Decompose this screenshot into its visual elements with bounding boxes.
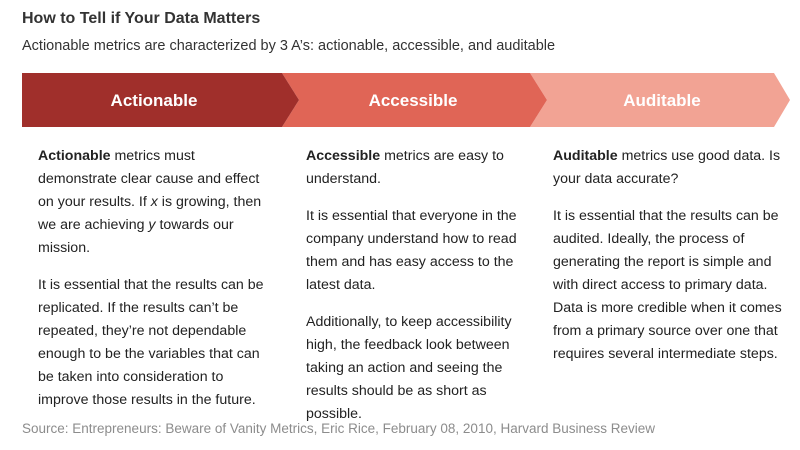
accessible-additional: Additionally, to keep accessibility high…: [306, 314, 512, 422]
accessible-detail: It is essential that everyone in the com…: [306, 208, 517, 293]
chevron-actionable: [22, 73, 299, 127]
actionable-definition-text: metrics must demonstrate clear cause and…: [38, 148, 260, 210]
column-actionable: Actionable metrics must demonstrate clea…: [38, 145, 268, 426]
page-subtitle: Actionable metrics are characterized by …: [22, 38, 556, 54]
variable-x: x: [150, 194, 158, 210]
accessible-term: Accessible: [306, 148, 381, 164]
column-auditable: Auditable metrics use good data. Is your…: [553, 145, 783, 380]
chevron-label-accessible: Accessible: [369, 91, 458, 110]
chevron-label-auditable: Auditable: [623, 91, 700, 110]
chevron-diagram: Actionable Accessible Auditable: [22, 73, 790, 127]
column-accessible: Accessible metrics are easy to understan…: [306, 145, 536, 440]
variable-y: y: [148, 217, 156, 233]
page-title: How to Tell if Your Data Matters: [22, 10, 261, 27]
auditable-definition: Auditable metrics use good data. Is your…: [553, 145, 783, 191]
actionable-definition-text-2: is growing, then we are achieving: [38, 194, 262, 233]
actionable-definition-text-3: towards our mission.: [38, 217, 234, 256]
source-citation: Source: Entrepreneurs: Beware of Vanity …: [22, 421, 656, 436]
auditable-definition-text: metrics use good data. Is your data accu…: [553, 148, 781, 187]
accessible-definition: Accessible metrics are easy to understan…: [306, 145, 536, 191]
auditable-term: Auditable: [553, 148, 618, 164]
process-arrows: Actionable Accessible Auditable: [22, 73, 790, 127]
accessible-definition-text: metrics are easy to understand.: [306, 148, 504, 187]
auditable-detail: It is essential that the results can be …: [553, 208, 782, 362]
actionable-definition: Actionable metrics must demonstrate clea…: [38, 145, 268, 260]
chevron-auditable: [530, 73, 790, 127]
chevron-accessible: [282, 73, 547, 127]
actionable-detail: It is essential that the results can be …: [38, 277, 264, 408]
chevron-label-actionable: Actionable: [111, 91, 198, 110]
actionable-term: Actionable: [38, 148, 111, 164]
